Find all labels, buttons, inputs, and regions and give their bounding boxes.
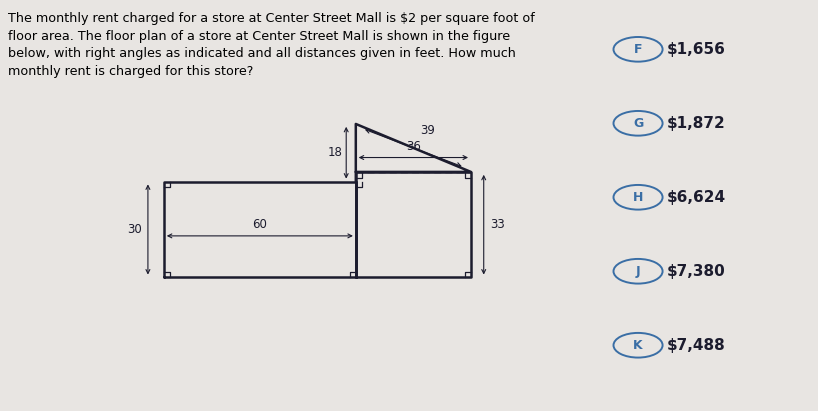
Text: K: K <box>633 339 643 352</box>
Text: The monthly rent charged for a store at Center Street Mall is $2 per square foot: The monthly rent charged for a store at … <box>8 12 535 78</box>
Text: 18: 18 <box>328 146 343 159</box>
Text: 60: 60 <box>253 218 267 231</box>
Text: $7,380: $7,380 <box>667 264 726 279</box>
Text: 39: 39 <box>420 124 434 137</box>
Text: $1,656: $1,656 <box>667 42 726 57</box>
Text: J: J <box>636 265 640 278</box>
Text: G: G <box>633 117 643 130</box>
Text: $1,872: $1,872 <box>667 116 726 131</box>
Text: $7,488: $7,488 <box>667 338 726 353</box>
Text: $6,624: $6,624 <box>667 190 726 205</box>
Text: 30: 30 <box>127 223 142 236</box>
Text: H: H <box>633 191 643 204</box>
Text: 36: 36 <box>406 140 420 153</box>
Text: F: F <box>634 43 642 56</box>
Text: 33: 33 <box>490 218 505 231</box>
